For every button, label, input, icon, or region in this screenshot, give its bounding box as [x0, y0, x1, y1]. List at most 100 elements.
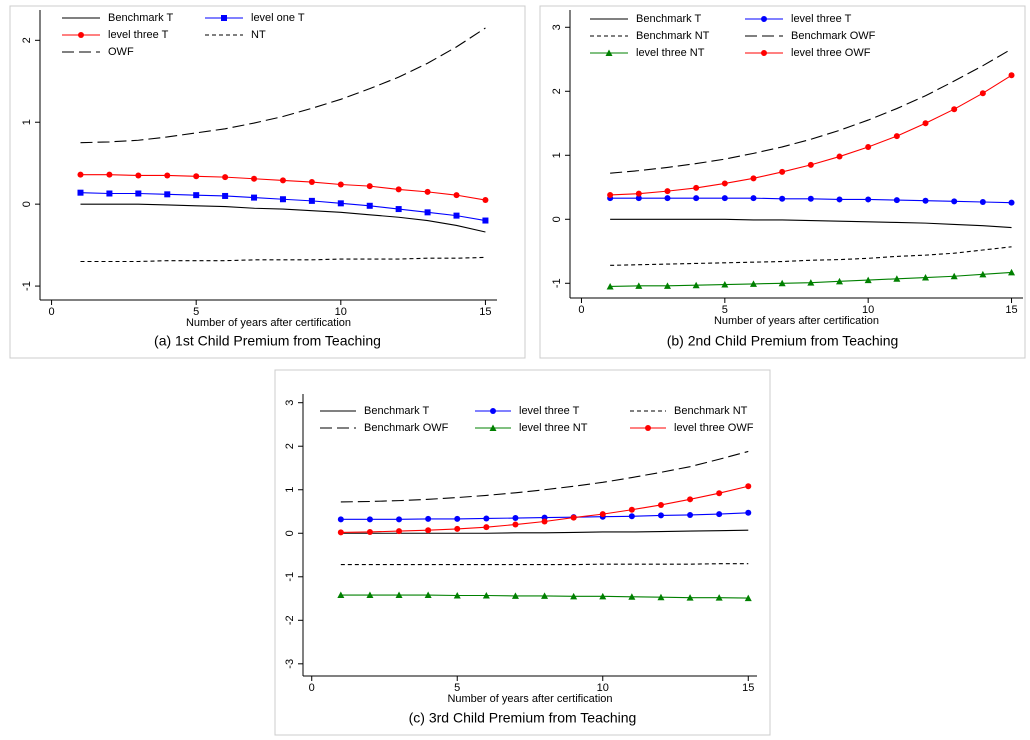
- series-line: [80, 256, 486, 263]
- marker: [628, 506, 635, 513]
- legend-label: Benchmark NT: [674, 405, 748, 417]
- series-line: [340, 563, 749, 566]
- marker: [979, 270, 987, 278]
- marker: [744, 594, 752, 602]
- marker: [865, 143, 872, 150]
- marker: [395, 591, 403, 599]
- marker: [366, 202, 373, 209]
- x-axis-title: Number of years after certification: [714, 315, 879, 327]
- marker: [657, 593, 665, 601]
- marker: [599, 592, 607, 600]
- marker: [164, 191, 171, 198]
- marker: [1008, 268, 1016, 276]
- marker: [716, 490, 723, 497]
- series-line: [340, 485, 749, 533]
- marker: [454, 525, 461, 532]
- marker: [77, 189, 84, 196]
- marker: [979, 90, 986, 97]
- legend-label: NT: [251, 29, 266, 41]
- marker: [483, 515, 490, 522]
- marker: [716, 511, 723, 518]
- marker: [979, 199, 986, 205]
- panel-frame: [9, 5, 526, 359]
- legend-label: level three NT: [636, 47, 705, 59]
- series-line: [610, 74, 1012, 196]
- marker: [836, 277, 844, 285]
- marker: [366, 591, 374, 599]
- x-axis-title: Number of years after certification: [186, 317, 351, 329]
- y-tick-label: 1: [284, 487, 296, 493]
- marker: [337, 181, 344, 188]
- marker: [251, 175, 258, 182]
- x-tick-label: 15: [1005, 304, 1017, 316]
- marker: [922, 120, 929, 127]
- legend-label: Benchmark NT: [636, 30, 710, 42]
- x-tick-label: 10: [597, 682, 609, 694]
- marker: [865, 196, 872, 203]
- y-tick-label: 2: [551, 88, 563, 94]
- series-line: [340, 450, 749, 503]
- marker: [693, 195, 700, 202]
- marker: [396, 528, 403, 535]
- marker: [922, 197, 929, 204]
- marker: [279, 177, 286, 184]
- legend-label: level three T: [108, 29, 169, 41]
- marker: [164, 172, 171, 179]
- legend-label: level three OWF: [674, 422, 754, 434]
- series-line: [80, 203, 486, 233]
- panel-frame: [539, 5, 1026, 359]
- marker: [541, 592, 549, 599]
- marker: [606, 282, 614, 290]
- marker: [693, 184, 700, 191]
- marker: [424, 188, 431, 195]
- marker: [836, 153, 843, 160]
- x-tick-label: 5: [454, 682, 460, 694]
- marker: [482, 591, 490, 599]
- panel-frame: [274, 369, 771, 736]
- legend-label: level three OWF: [791, 47, 871, 59]
- y-tick-label: 2: [21, 37, 33, 43]
- y-tick-label: 2: [284, 443, 296, 449]
- marker: [395, 186, 402, 193]
- marker: [745, 483, 752, 490]
- marker: [893, 133, 900, 140]
- y-tick-label: -1: [551, 278, 563, 288]
- marker: [721, 180, 728, 187]
- legend-label: level three T: [791, 13, 852, 25]
- x-tick-label: 0: [49, 306, 55, 318]
- marker: [761, 16, 767, 22]
- y-tick-label: 1: [551, 152, 563, 158]
- panel-caption: (c) 3rd Child Premium from Teaching: [409, 710, 637, 726]
- marker: [715, 594, 723, 601]
- marker: [1008, 199, 1015, 206]
- marker: [135, 190, 142, 197]
- panel-caption: (b) 2nd Child Premium from Teaching: [667, 333, 899, 349]
- marker: [922, 274, 930, 281]
- marker: [337, 591, 345, 599]
- marker: [645, 425, 651, 431]
- marker: [106, 190, 113, 197]
- marker: [664, 195, 671, 202]
- x-tick-label: 0: [309, 682, 315, 694]
- y-tick-label: -3: [284, 659, 296, 669]
- x-tick-label: 5: [193, 306, 199, 318]
- legend-label: Benchmark OWF: [364, 422, 449, 434]
- legend-label: level three T: [519, 405, 580, 417]
- marker: [893, 197, 900, 204]
- y-tick-label: -2: [284, 615, 296, 625]
- marker: [1008, 72, 1015, 79]
- panel-caption: (a) 1st Child Premium from Teaching: [154, 333, 381, 349]
- legend-label: Benchmark T: [108, 12, 173, 24]
- series-line: [80, 27, 486, 144]
- marker: [424, 209, 431, 216]
- marker: [761, 50, 767, 56]
- marker: [337, 516, 344, 523]
- y-tick-label: 3: [551, 24, 563, 30]
- marker: [77, 171, 84, 178]
- marker: [605, 49, 613, 56]
- series-line: [340, 529, 749, 534]
- y-tick-label: 3: [284, 400, 296, 406]
- marker: [750, 175, 757, 182]
- marker: [453, 212, 460, 219]
